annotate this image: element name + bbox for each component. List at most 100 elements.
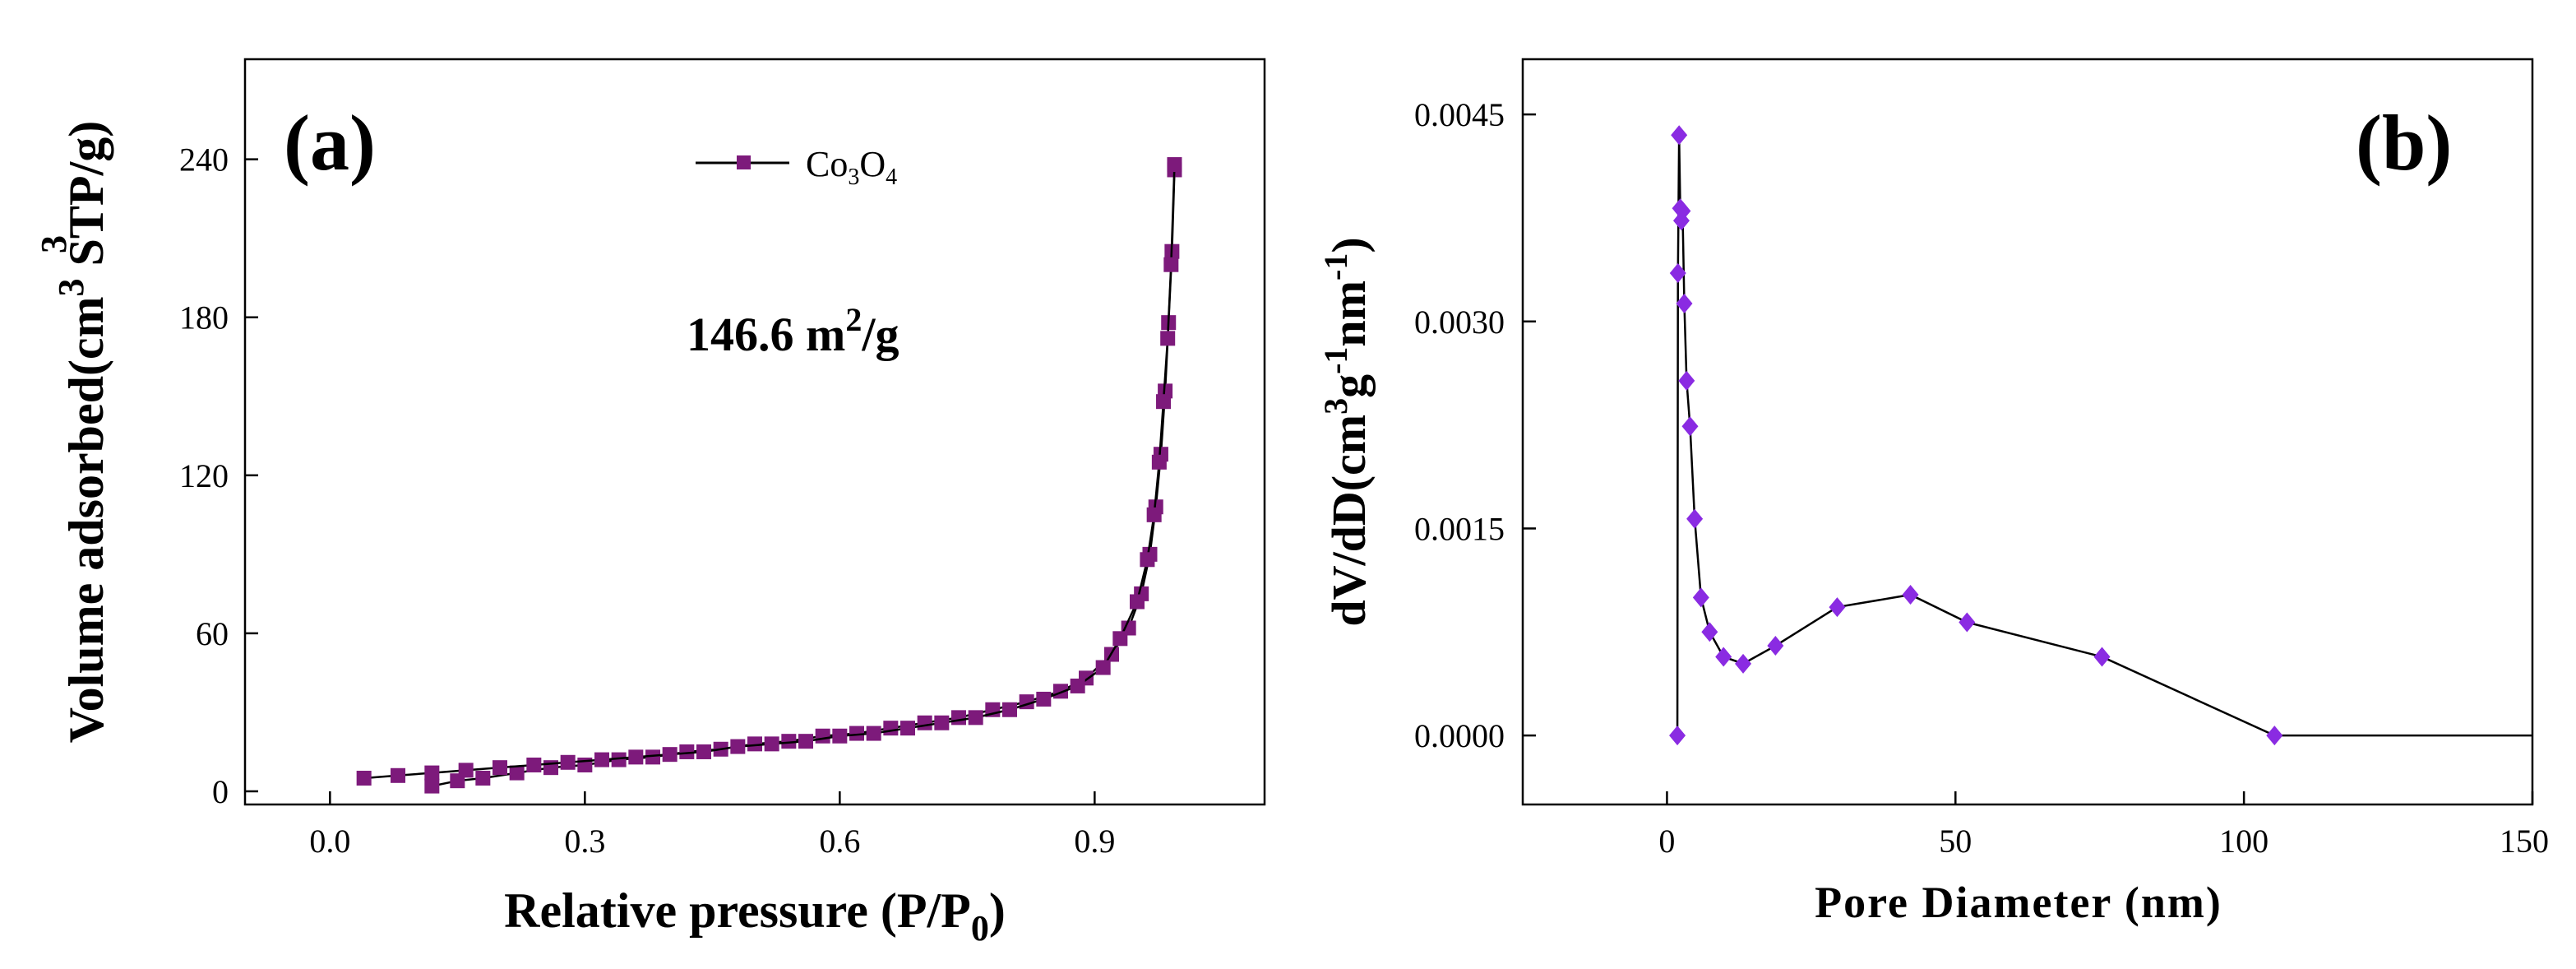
panel-a-x-tick-label: 0.9 bbox=[1074, 823, 1115, 860]
panel-b-series bbox=[1669, 125, 2532, 746]
panel-a-point-desorption bbox=[1160, 331, 1176, 346]
panel-a-point-desorption bbox=[832, 728, 848, 744]
panel-b-point bbox=[1902, 584, 1919, 605]
panel-a-y-tick-label: 240 bbox=[179, 141, 229, 178]
panel-a-x-tick-label: 0.6 bbox=[819, 823, 860, 860]
panel-b-y-tick-label: 0.0030 bbox=[1414, 304, 1505, 341]
panel-b-plot-frame bbox=[1521, 58, 2534, 806]
panel-a-point-adsorption bbox=[679, 744, 695, 759]
surface-area-annotation: 146.6 m2/g bbox=[687, 301, 899, 361]
panel-a-series-line-desorption bbox=[363, 165, 1176, 780]
panel-a-point-desorption bbox=[1167, 157, 1182, 173]
panel-a-point-desorption bbox=[628, 749, 644, 765]
panel-b-y-axis-title: dV/dD(cm3g-1nm-1) bbox=[1317, 237, 1376, 626]
panel-a-point-desorption bbox=[696, 744, 711, 759]
panel-a-point-desorption bbox=[1130, 594, 1145, 610]
panel-b-y-tick-label: 0.0045 bbox=[1414, 96, 1505, 133]
panel-a-series bbox=[356, 157, 1182, 794]
panel-a-y-tick-label: 60 bbox=[196, 615, 229, 652]
panel-a-point-adsorption bbox=[424, 778, 440, 794]
panel-b-point bbox=[1767, 636, 1784, 656]
panel-b-series-line bbox=[1676, 135, 2275, 737]
panel-a-point-adsorption bbox=[951, 710, 966, 726]
panel-a-point-desorption bbox=[934, 715, 950, 730]
panel-b-point bbox=[2266, 726, 2283, 746]
panel-a-point-desorption bbox=[424, 765, 440, 781]
panel-b-point bbox=[1959, 612, 1976, 633]
panel-b-point bbox=[1678, 370, 1695, 391]
panel-a-point-adsorption bbox=[815, 728, 830, 744]
panel-b-point bbox=[1715, 647, 1732, 667]
panel-a-y-tick-label: 120 bbox=[179, 457, 229, 494]
panel-a-point-desorption bbox=[730, 739, 746, 754]
panel-b-point bbox=[1671, 125, 1688, 146]
panel-a-point-desorption bbox=[1002, 702, 1017, 717]
panel-a-point-desorption bbox=[1156, 394, 1172, 410]
panel-a-point-adsorption bbox=[781, 734, 797, 749]
panel-b-x-tick-label: 50 bbox=[1939, 823, 1972, 860]
panel-a-point-adsorption bbox=[849, 726, 864, 741]
panel-a-point-adsorption bbox=[475, 770, 491, 786]
panel-a-point-desorption bbox=[866, 726, 881, 741]
panel-b-point bbox=[1674, 201, 1691, 221]
panel-a-point-desorption bbox=[1140, 552, 1155, 568]
panel-a-point-desorption bbox=[1151, 454, 1167, 470]
legend-marker bbox=[737, 155, 751, 169]
panel-b-x-tick-label: 150 bbox=[2500, 823, 2549, 860]
panel-b-point bbox=[2093, 647, 2111, 667]
panel-a-point-adsorption bbox=[883, 721, 899, 736]
panel-a-y-axis-title: Volume adsorbed(cm3 STP/g) bbox=[51, 121, 113, 744]
panel-b-x-tick-label: 0 bbox=[1658, 823, 1675, 860]
panel-a-point-adsorption bbox=[509, 765, 525, 781]
panel-a-x-tick-label: 0.3 bbox=[564, 823, 605, 860]
panel-b-point bbox=[1829, 597, 1846, 618]
panel-a-chart: 0.0 0.3 0.6 0.9 0 60 120 180 240 (a) Co3O4 146.6… bbox=[34, 58, 1266, 948]
panel-a-point-desorption bbox=[594, 752, 609, 767]
panel-a-y-tick-label: 180 bbox=[179, 299, 229, 336]
panel-a-point-adsorption bbox=[645, 749, 660, 765]
panel-a-point-desorption bbox=[1070, 678, 1085, 693]
panel-b-point bbox=[1669, 726, 1686, 746]
panel-a-point-desorption bbox=[1112, 631, 1128, 647]
panel-b-axis-ticks: 0 50 100 150 0.0000 0.0015 0.0030 0.0045 bbox=[1414, 96, 2549, 860]
panel-a-point-adsorption bbox=[611, 752, 627, 767]
panel-a-point-desorption bbox=[1163, 257, 1179, 272]
panel-a-axis-ticks: 0.0 0.3 0.6 0.9 0 60 120 180 240 bbox=[179, 141, 1115, 860]
panel-a-legend: Co3O4 bbox=[696, 144, 897, 190]
panel-b-y-tick-label: 0.0015 bbox=[1414, 510, 1505, 547]
panel-a-point-desorption bbox=[764, 736, 779, 752]
panel-a-point-adsorption bbox=[747, 736, 762, 752]
panel-b-point bbox=[1701, 622, 1718, 642]
panel-b-point bbox=[1676, 293, 1693, 313]
panel-b-x-axis-title: Pore Diameter (nm) bbox=[1815, 878, 2222, 927]
panel-a-point-desorption bbox=[356, 770, 372, 786]
panel-a-y-axis-title-extra-sup: 3 bbox=[34, 235, 74, 253]
panel-a-point-desorption bbox=[560, 754, 576, 770]
panel-a-point-desorption bbox=[391, 767, 405, 783]
panel-a-point-desorption bbox=[662, 747, 678, 763]
legend-label: Co3O4 bbox=[806, 144, 897, 190]
panel-a-point-desorption bbox=[493, 760, 507, 776]
panel-a-point-adsorption bbox=[917, 715, 932, 730]
panel-b-chart: 0 50 100 150 0.0000 0.0015 0.0030 0.0045 (b) Po… bbox=[1317, 58, 2549, 927]
panel-a-x-axis-title: Relative pressure (P/P0) bbox=[504, 883, 1006, 948]
panel-a-point-desorption bbox=[1036, 691, 1052, 707]
panel-a-point-desorption bbox=[1095, 660, 1111, 675]
panel-b-point bbox=[1669, 263, 1686, 284]
panel-a-plot-frame bbox=[243, 58, 1266, 806]
panel-a-point-desorption bbox=[900, 721, 915, 736]
panel-b-point bbox=[1686, 508, 1704, 529]
panel-a-point-desorption bbox=[798, 734, 813, 749]
panel-b-y-tick-label: 0.0000 bbox=[1414, 717, 1505, 754]
panel-b-x-tick-label: 100 bbox=[2219, 823, 2268, 860]
panel-a-point-desorption bbox=[968, 710, 983, 726]
panel-b-point bbox=[1681, 416, 1699, 437]
panel-b-label: (b) bbox=[2356, 99, 2452, 187]
panel-a-x-tick-label: 0.0 bbox=[309, 823, 350, 860]
panel-a-point-desorption bbox=[1146, 507, 1162, 522]
panel-a-point-desorption bbox=[526, 757, 542, 772]
panel-b-point bbox=[1735, 653, 1752, 674]
panel-a-label: (a) bbox=[284, 99, 376, 187]
panel-a-point-desorption bbox=[458, 763, 474, 778]
